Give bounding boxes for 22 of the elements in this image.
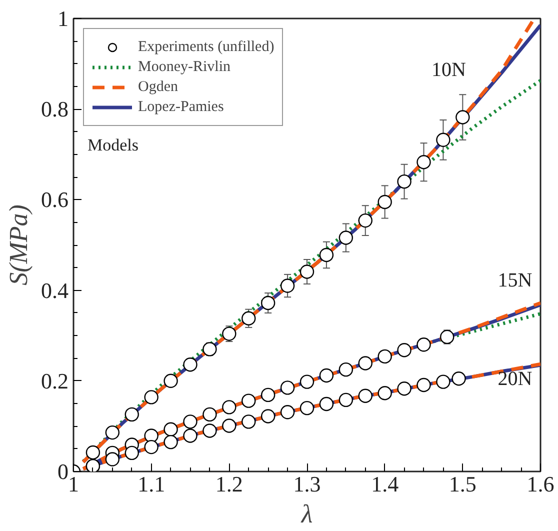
- y-tick-label: 0: [58, 459, 68, 484]
- x-tick-label: 1.4: [371, 472, 399, 496]
- legend-label: Experiments (unfilled): [138, 38, 274, 56]
- y-axis-title: S(MPa): [4, 204, 33, 286]
- y-tick-label: 1: [58, 6, 68, 31]
- x-axis-title: λ: [300, 500, 313, 528]
- x-tick-label: 1.2: [215, 472, 243, 496]
- y-tick-label: 0.6: [41, 187, 68, 212]
- y-tick-label: 0.4: [41, 278, 68, 303]
- y-tick-label: 0.2: [41, 368, 68, 394]
- legend-label: Mooney-Rivlin: [138, 58, 230, 76]
- annotation: 10N: [432, 59, 466, 82]
- annotation: 15N: [498, 270, 532, 292]
- legend-title: Models: [88, 135, 139, 154]
- legend-label: Lopez-Pamies: [138, 98, 224, 116]
- x-tick-label: 1.5: [448, 472, 476, 496]
- annotation: 20N: [498, 368, 532, 390]
- legend-label: Ogden: [138, 78, 178, 96]
- x-tick-label: 1.3: [293, 472, 321, 496]
- x-tick-label: 1.6: [526, 472, 554, 496]
- y-tick-label: 0.8: [41, 96, 68, 122]
- x-tick-label: 1.1: [138, 472, 166, 496]
